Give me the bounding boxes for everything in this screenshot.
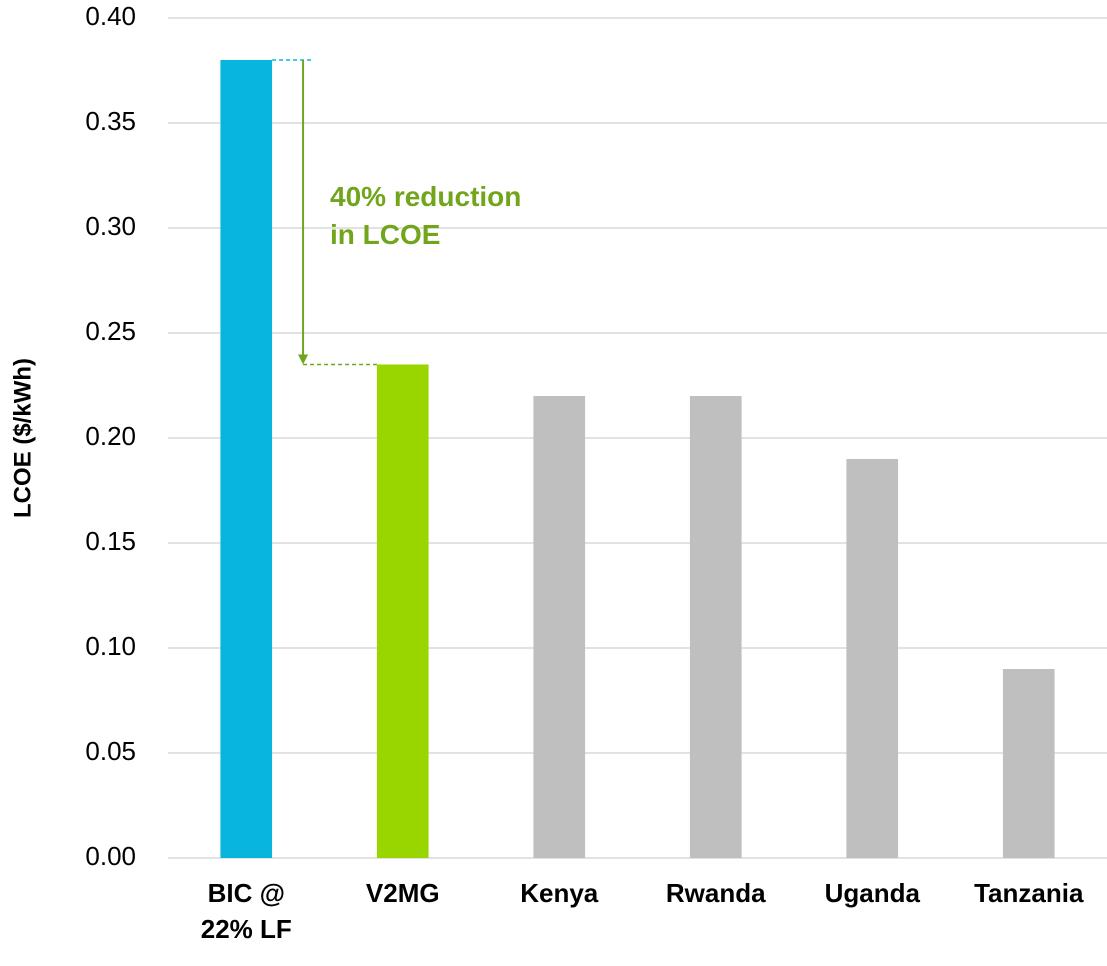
y-tick-label: 0.10 (85, 631, 136, 661)
x-tick-label: Uganda (824, 878, 920, 908)
y-tick-label: 0.15 (85, 526, 136, 556)
arrow-head (298, 354, 309, 365)
y-axis-label: LCOE ($/kWh) (9, 358, 36, 518)
bar (220, 60, 273, 858)
y-tick-label: 0.30 (85, 211, 136, 241)
bar (689, 396, 742, 858)
x-tick-label: Rwanda (665, 878, 766, 908)
bar (1002, 669, 1055, 858)
bar (846, 459, 899, 858)
y-tick-label: 0.40 (85, 1, 136, 31)
y-tick-label: 0.00 (85, 841, 136, 871)
x-tick-label: Kenya (520, 878, 599, 908)
x-tick-label: Tanzania (974, 878, 1084, 908)
annotation: 40% reduction in LCOE (330, 181, 522, 250)
y-tick-label: 0.35 (85, 106, 136, 136)
bar (533, 396, 586, 858)
x-tick-label: V2MG (365, 878, 440, 908)
y-tick-label: 0.05 (85, 736, 136, 766)
y-tick-label: 0.25 (85, 316, 136, 346)
bar (376, 364, 429, 858)
y-tick-label: 0.20 (85, 421, 136, 451)
x-tick-label: BIC @ 22% LF (200, 878, 292, 944)
